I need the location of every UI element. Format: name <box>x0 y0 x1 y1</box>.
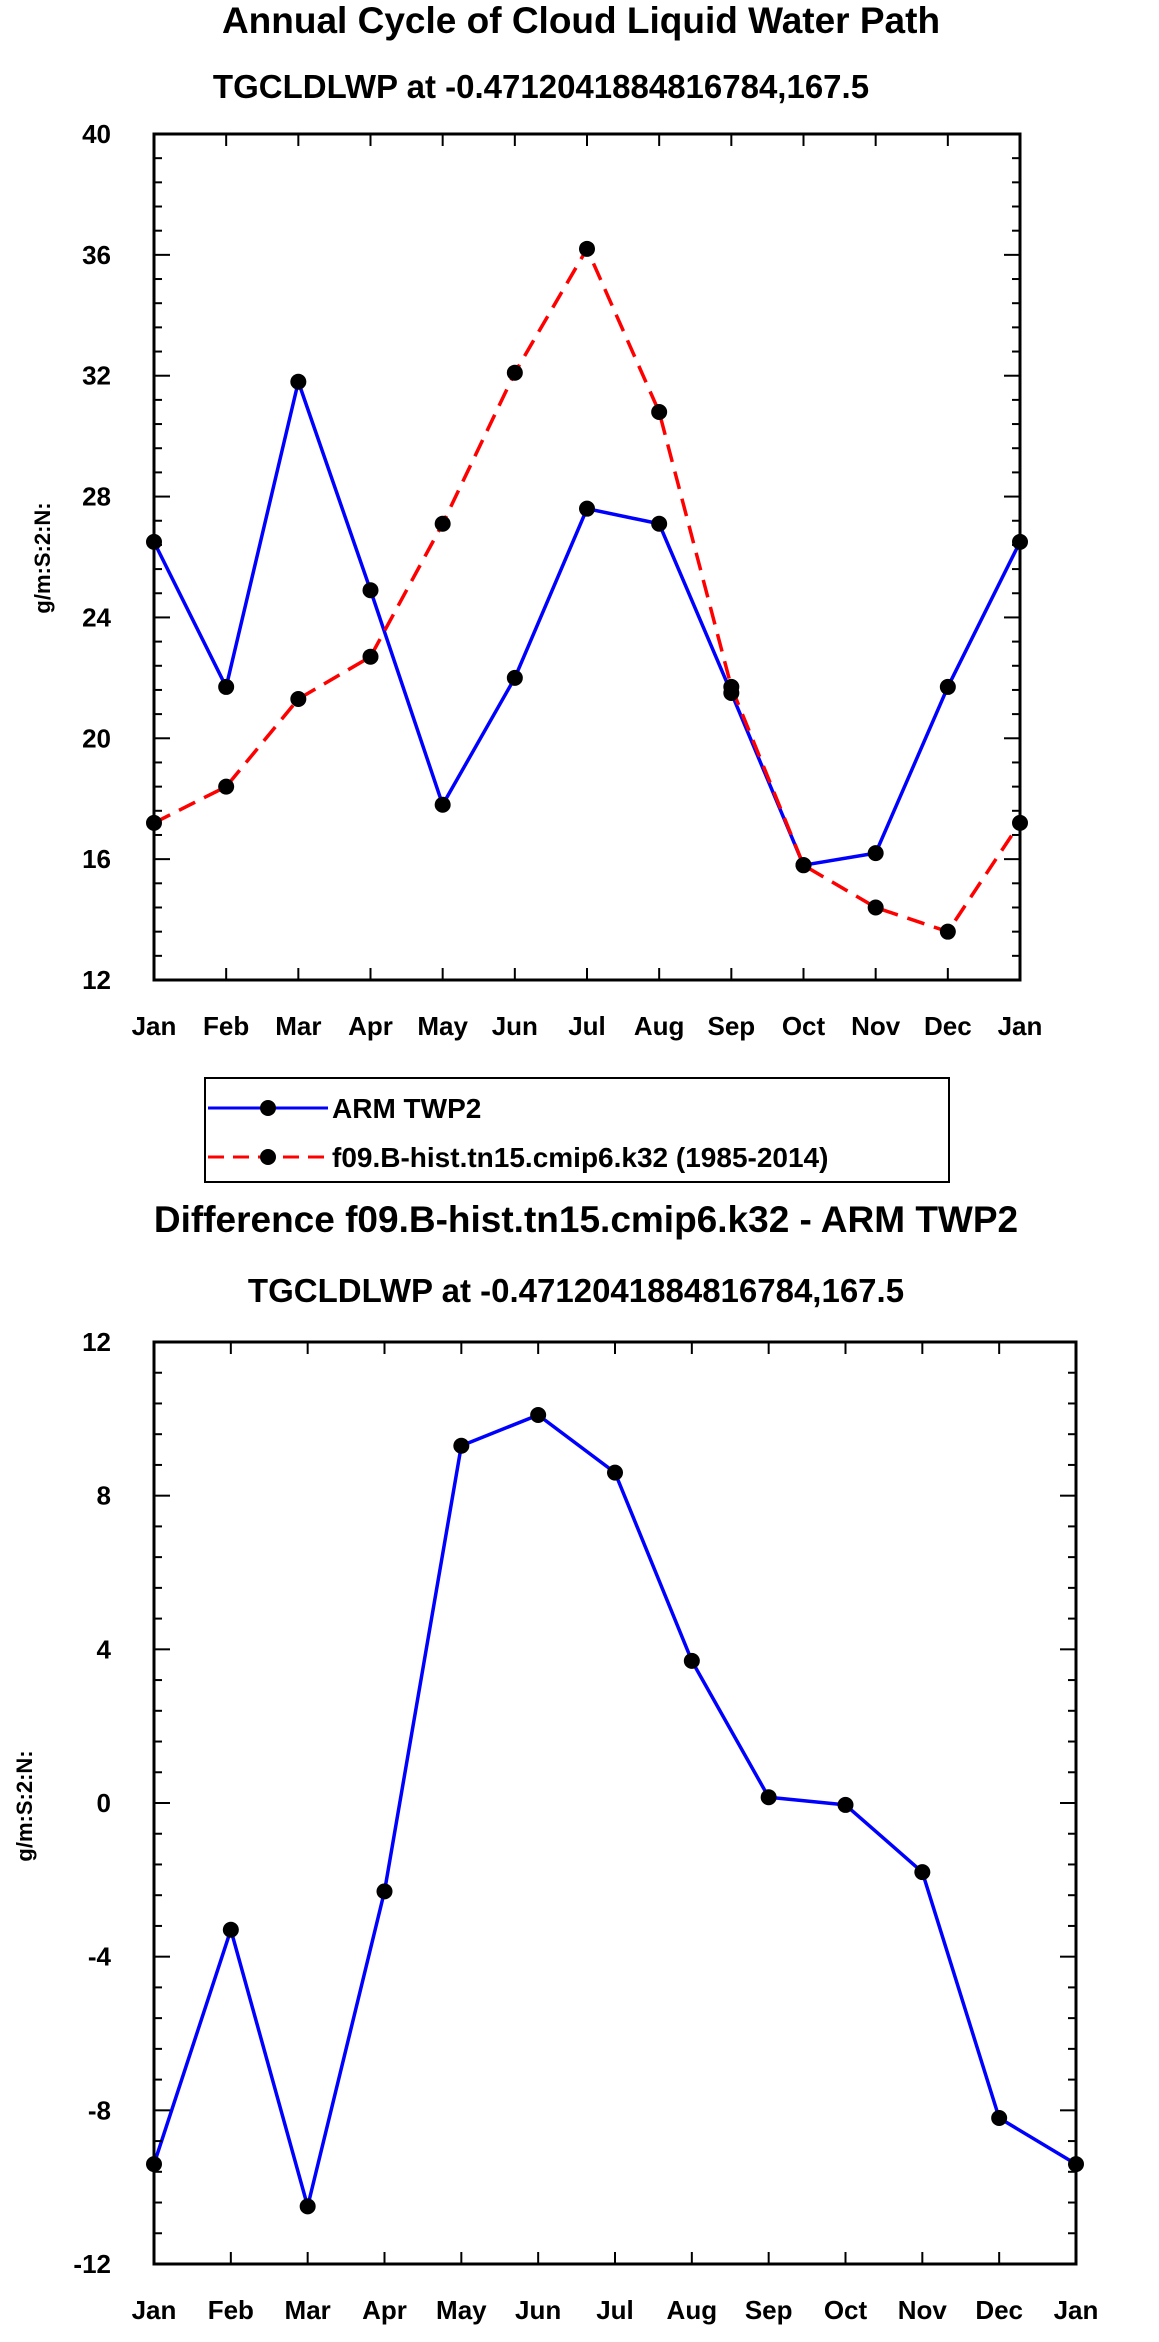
x-tick-label: Feb <box>208 2295 254 2325</box>
x-tick-label: Jan <box>1054 2295 1099 2325</box>
legend-box <box>204 1077 950 1183</box>
x-tick-label: Jul <box>568 1011 606 1041</box>
x-tick-label: Apr <box>348 1011 393 1041</box>
x-tick-label: Oct <box>824 2295 868 2325</box>
x-tick-label: Jan <box>998 1011 1043 1041</box>
y-tick-label: -4 <box>88 1942 112 1972</box>
chart-subtitle: TGCLDLWP at -0.4712041884816784,167.5 <box>213 68 869 105</box>
data-point <box>290 373 307 390</box>
legend-item-model: f09.B-hist.tn15.cmip6.k32 (1985-2014) <box>208 1142 828 1173</box>
x-tick-label: Dec <box>924 1011 972 1041</box>
x-tick-label: Feb <box>203 1011 249 1041</box>
y-tick-label: 28 <box>82 482 111 512</box>
legend-label: f09.B-hist.tn15.cmip6.k32 (1985-2014) <box>332 1142 828 1173</box>
data-point <box>376 1883 393 1900</box>
y-tick-label: 32 <box>82 361 111 391</box>
data-point <box>991 2110 1008 2127</box>
data-point <box>867 845 884 862</box>
legend-label: ARM TWP2 <box>332 1093 481 1124</box>
y-tick-label: 8 <box>97 1481 111 1511</box>
x-tick-label: Apr <box>362 2295 407 2325</box>
x-tick-label: May <box>417 1011 468 1041</box>
y-tick-label: 24 <box>82 602 111 632</box>
x-tick-label: Nov <box>851 1011 901 1041</box>
data-point <box>506 669 523 686</box>
series-line-1 <box>153 247 1022 934</box>
data-point <box>299 2198 316 2215</box>
x-tick-label: Jul <box>596 2295 634 2325</box>
data-point <box>434 796 451 813</box>
data-point <box>795 857 812 874</box>
x-tick-label: Sep <box>745 2295 793 2325</box>
x-tick-label: Oct <box>782 1011 826 1041</box>
y-tick-label: 0 <box>97 1788 111 1818</box>
data-point <box>683 1652 700 1669</box>
legend: ARM TWP2 f09.B-hist.tn15.cmip6.k32 (1985… <box>204 1077 950 1183</box>
y-tick-label: 16 <box>82 844 111 874</box>
y-axis-label: g/m:S:2:N: <box>12 1750 37 1861</box>
plot-frame <box>152 132 1022 982</box>
data-point <box>914 1864 931 1881</box>
data-point <box>362 648 379 665</box>
data-point <box>218 678 235 695</box>
data-point <box>723 678 740 695</box>
x-tick-label: Aug <box>667 2295 718 2325</box>
data-point <box>607 1464 623 1481</box>
data-point <box>530 1406 547 1423</box>
data-point <box>218 778 235 795</box>
plot-frame <box>152 1340 1078 2266</box>
data-point <box>579 240 595 257</box>
x-tick-label: Jun <box>492 1011 538 1041</box>
chart-subtitle: TGCLDLWP at -0.4712041884816784,167.5 <box>248 1272 904 1309</box>
x-tick-label: Mar <box>285 2295 331 2325</box>
x-tick-label: Aug <box>634 1011 685 1041</box>
annual-cycle-chart: Annual Cycle of Cloud Liquid Water Path … <box>30 0 1042 1041</box>
legend-item-arm: ARM TWP2 <box>208 1093 481 1124</box>
data-point <box>222 1921 239 1938</box>
y-tick-label: 40 <box>82 119 111 149</box>
x-tick-label: Dec <box>975 2295 1023 2325</box>
x-tick-label: Jan <box>132 1011 177 1041</box>
y-tick-label: 12 <box>82 965 111 995</box>
y-axis-label: g/m:S:2:N: <box>30 502 55 613</box>
data-point <box>651 515 668 532</box>
data-point <box>434 515 451 532</box>
x-tick-label: Jun <box>515 2295 561 2325</box>
y-tick-label: 12 <box>82 1327 111 1357</box>
x-tick-label: Sep <box>707 1011 755 1041</box>
data-point <box>506 364 523 381</box>
data-point <box>362 582 379 599</box>
data-point <box>651 403 668 420</box>
x-tick-label: Nov <box>898 2295 948 2325</box>
data-point <box>760 1789 777 1806</box>
y-tick-label: -8 <box>88 2095 111 2125</box>
y-tick-label: -12 <box>73 2249 111 2279</box>
data-point <box>579 500 595 517</box>
legend-swatch-marker <box>260 1100 276 1116</box>
series-line-0 <box>152 1413 1077 2209</box>
chart-title: Difference f09.B-hist.tn15.cmip6.k32 - A… <box>154 1199 1018 1240</box>
data-point <box>290 691 307 708</box>
series-line-0 <box>152 380 1022 867</box>
legend-swatch-marker <box>260 1149 276 1165</box>
x-tick-label: Mar <box>275 1011 321 1041</box>
data-point <box>939 923 956 940</box>
data-point <box>867 899 884 916</box>
difference-chart: Difference f09.B-hist.tn15.cmip6.k32 - A… <box>12 1199 1098 2325</box>
y-tick-label: 20 <box>82 723 111 753</box>
data-point <box>837 1796 854 1813</box>
x-tick-label: May <box>436 2295 487 2325</box>
y-tick-label: 4 <box>97 1634 112 1664</box>
data-point <box>453 1437 470 1454</box>
y-tick-label: 36 <box>82 240 111 270</box>
chart-title: Annual Cycle of Cloud Liquid Water Path <box>222 0 940 41</box>
data-point <box>939 678 956 695</box>
x-tick-label: Jan <box>132 2295 177 2325</box>
